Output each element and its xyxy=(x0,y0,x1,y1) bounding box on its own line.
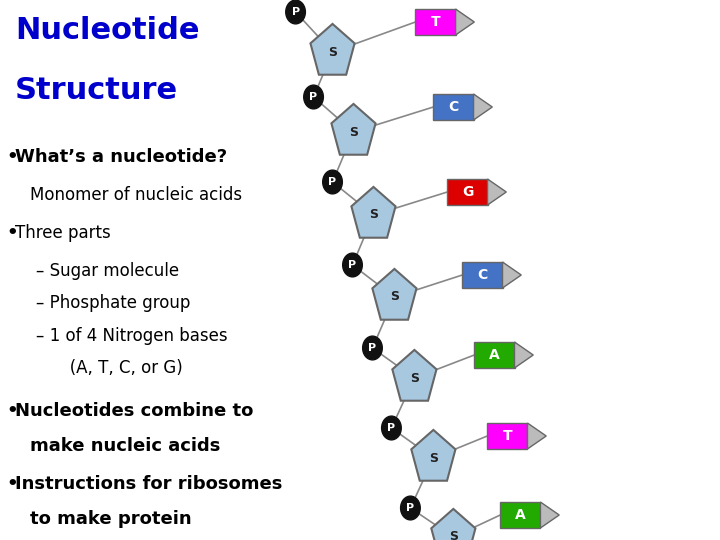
Text: S: S xyxy=(328,45,337,58)
Text: P: P xyxy=(348,260,356,270)
Text: G: G xyxy=(462,185,473,199)
Text: to make protein: to make protein xyxy=(30,510,192,528)
Bar xyxy=(415,9,456,35)
Circle shape xyxy=(400,496,420,520)
Circle shape xyxy=(382,416,401,440)
Polygon shape xyxy=(392,350,436,401)
Text: S: S xyxy=(449,530,458,540)
Bar xyxy=(462,262,503,288)
Text: – Phosphate group: – Phosphate group xyxy=(36,294,191,312)
Text: •: • xyxy=(6,148,18,166)
Polygon shape xyxy=(351,187,395,238)
Text: •: • xyxy=(6,475,18,493)
Text: T: T xyxy=(431,15,441,29)
Text: A: A xyxy=(515,508,526,522)
Polygon shape xyxy=(456,9,474,35)
Bar xyxy=(500,502,541,528)
Polygon shape xyxy=(528,423,546,449)
Polygon shape xyxy=(487,179,506,205)
Text: – Sugar molecule: – Sugar molecule xyxy=(36,262,179,280)
Text: Nucleotide: Nucleotide xyxy=(15,16,199,45)
Text: •: • xyxy=(6,402,18,420)
Bar xyxy=(447,179,487,205)
Text: P: P xyxy=(387,423,395,433)
Polygon shape xyxy=(331,104,376,155)
Polygon shape xyxy=(474,94,492,120)
Text: A: A xyxy=(489,348,500,362)
Text: Three parts: Three parts xyxy=(15,224,111,242)
Circle shape xyxy=(363,336,382,360)
Polygon shape xyxy=(372,269,416,320)
Text: T: T xyxy=(503,429,512,443)
Text: Monomer of nucleic acids: Monomer of nucleic acids xyxy=(30,186,243,204)
Polygon shape xyxy=(515,342,534,368)
Text: •: • xyxy=(6,224,18,242)
Text: S: S xyxy=(410,372,419,384)
Bar xyxy=(487,423,528,449)
Polygon shape xyxy=(541,502,559,528)
Circle shape xyxy=(323,170,342,194)
Polygon shape xyxy=(310,24,354,75)
Polygon shape xyxy=(503,262,521,288)
Text: S: S xyxy=(390,291,399,303)
Bar xyxy=(474,342,515,368)
Text: P: P xyxy=(310,92,318,102)
Text: What’s a nucleotide?: What’s a nucleotide? xyxy=(15,148,228,166)
Text: (A, T, C, or G): (A, T, C, or G) xyxy=(55,359,183,377)
Polygon shape xyxy=(431,509,475,540)
Text: P: P xyxy=(292,7,300,17)
Text: C: C xyxy=(449,100,459,114)
Polygon shape xyxy=(411,430,456,481)
Text: P: P xyxy=(369,343,377,353)
Text: C: C xyxy=(477,268,487,282)
Text: Nucleotides combine to: Nucleotides combine to xyxy=(15,402,253,420)
Text: S: S xyxy=(369,208,378,221)
Text: P: P xyxy=(406,503,415,513)
Text: P: P xyxy=(328,177,336,187)
Circle shape xyxy=(343,253,362,277)
Text: Instructions for ribosomes: Instructions for ribosomes xyxy=(15,475,282,493)
Text: S: S xyxy=(349,125,358,138)
Text: S: S xyxy=(429,451,438,464)
Text: – 1 of 4 Nitrogen bases: – 1 of 4 Nitrogen bases xyxy=(36,327,228,345)
Bar xyxy=(433,94,474,120)
Text: make nucleic acids: make nucleic acids xyxy=(30,437,220,455)
Circle shape xyxy=(286,0,305,24)
Circle shape xyxy=(304,85,323,109)
Text: Structure: Structure xyxy=(15,76,179,105)
